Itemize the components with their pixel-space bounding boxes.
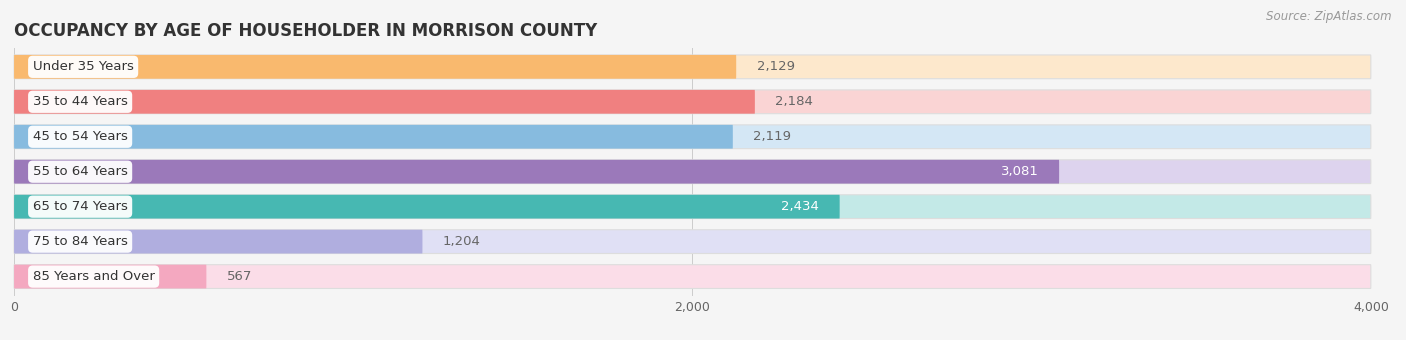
Text: Under 35 Years: Under 35 Years	[32, 60, 134, 73]
FancyBboxPatch shape	[14, 160, 1371, 184]
Text: 85 Years and Over: 85 Years and Over	[32, 270, 155, 283]
Text: OCCUPANCY BY AGE OF HOUSEHOLDER IN MORRISON COUNTY: OCCUPANCY BY AGE OF HOUSEHOLDER IN MORRI…	[14, 22, 598, 40]
Text: 45 to 54 Years: 45 to 54 Years	[32, 130, 128, 143]
Text: 567: 567	[226, 270, 252, 283]
Text: 35 to 44 Years: 35 to 44 Years	[32, 95, 128, 108]
FancyBboxPatch shape	[14, 90, 1371, 114]
Text: 75 to 84 Years: 75 to 84 Years	[32, 235, 128, 248]
FancyBboxPatch shape	[14, 125, 733, 149]
FancyBboxPatch shape	[14, 265, 207, 288]
FancyBboxPatch shape	[14, 230, 1371, 254]
Text: 3,081: 3,081	[1001, 165, 1039, 178]
FancyBboxPatch shape	[14, 230, 422, 254]
Text: 2,129: 2,129	[756, 60, 794, 73]
Text: Source: ZipAtlas.com: Source: ZipAtlas.com	[1267, 10, 1392, 23]
FancyBboxPatch shape	[14, 125, 1371, 149]
FancyBboxPatch shape	[14, 90, 755, 114]
FancyBboxPatch shape	[14, 265, 1371, 288]
FancyBboxPatch shape	[14, 55, 737, 79]
Text: 2,434: 2,434	[782, 200, 820, 213]
FancyBboxPatch shape	[14, 55, 1371, 79]
Text: 65 to 74 Years: 65 to 74 Years	[32, 200, 128, 213]
Text: 55 to 64 Years: 55 to 64 Years	[32, 165, 128, 178]
FancyBboxPatch shape	[14, 195, 1371, 219]
Text: 1,204: 1,204	[443, 235, 481, 248]
Text: 2,184: 2,184	[775, 95, 813, 108]
Text: 2,119: 2,119	[754, 130, 792, 143]
FancyBboxPatch shape	[14, 160, 1059, 184]
FancyBboxPatch shape	[14, 195, 839, 219]
